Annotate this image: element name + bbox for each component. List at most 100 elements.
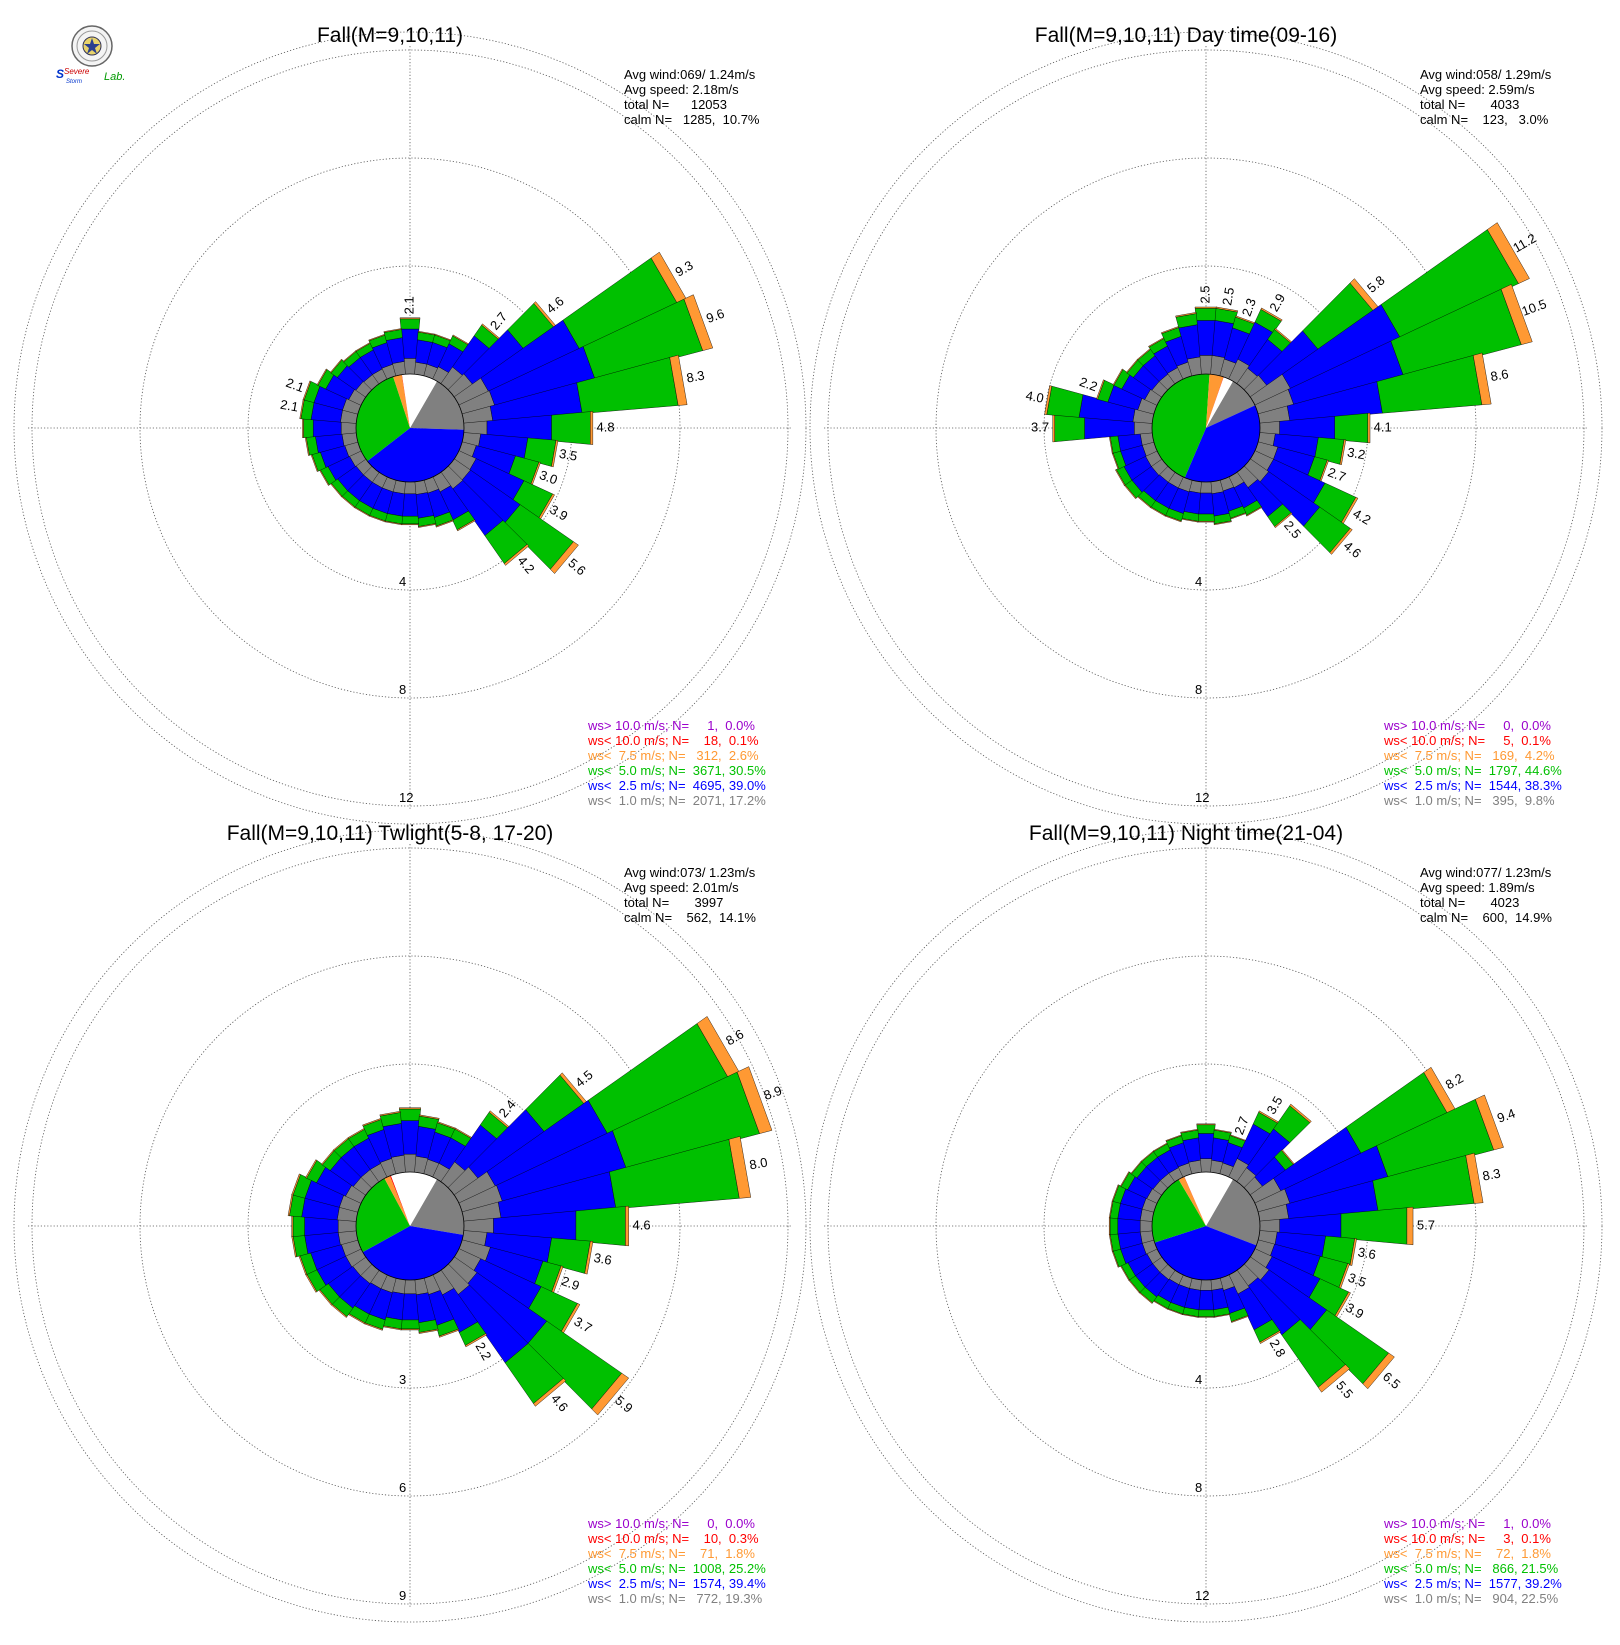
petal-segment [302, 417, 304, 439]
petal-segment [1194, 308, 1218, 321]
legend-entry: ws< 2.5 m/s; N= 1544, 38.3% [1383, 778, 1562, 793]
petal-segment [399, 1108, 421, 1121]
petal-segment [1052, 413, 1055, 443]
petal-value-label: 2.5 [1197, 285, 1212, 303]
pie-slice [1206, 1179, 1261, 1246]
logo-text-b: Storm [66, 79, 82, 85]
stats-line: total N= 4023 [1420, 895, 1519, 910]
petal-segment [551, 440, 559, 468]
petal-segment [1139, 1219, 1153, 1233]
petal-value-label: 3.5 [558, 446, 578, 464]
petal-segment [1197, 513, 1215, 522]
petal-segment [400, 523, 420, 525]
pie-slice [389, 1175, 410, 1226]
svg-text:S: S [56, 67, 64, 81]
pie-outline [355, 373, 465, 483]
petal-segment [435, 519, 454, 528]
petal-segment [503, 544, 530, 566]
petal-value-label: 6.5 [1380, 1369, 1403, 1392]
legend-entry: ws< 1.0 m/s; N= 904, 22.5% [1383, 1591, 1559, 1606]
petal-segment [403, 1279, 417, 1295]
panel-title: Fall(M=9,10,11) Night time(21-04) [1029, 822, 1343, 845]
legend-entry: ws< 7.5 m/s; N= 72, 1.8% [1383, 1546, 1551, 1561]
pie-slice [410, 1179, 464, 1235]
range-ring [827, 847, 1585, 1605]
legend-entry: ws< 10.0 m/s; N= 5, 0.1% [1383, 733, 1551, 748]
petal-segment [291, 1173, 301, 1196]
petal-value-label: 4.0 [1025, 388, 1045, 406]
petal-segment [1472, 352, 1492, 406]
petal-segment [591, 1372, 630, 1416]
petal-segment [1231, 1315, 1249, 1323]
petal-segment [1317, 1364, 1350, 1393]
petal-segment [1196, 1124, 1216, 1134]
logo-text-c: Lab. [104, 71, 125, 83]
petal-value-label: 3.7 [571, 1314, 594, 1336]
pie-outline [1151, 1171, 1261, 1281]
petal-segment [1339, 439, 1347, 466]
pie-slice [1206, 377, 1233, 428]
petal-segment [438, 1328, 460, 1338]
petal-segment [303, 418, 314, 438]
petal-segment [669, 354, 688, 406]
petal-segment [1289, 1103, 1312, 1123]
stats-line: Avg speed: 2.59m/s [1420, 82, 1535, 97]
pie-outline [1151, 373, 1261, 483]
wind-rose-panel-4: 48122.73.58.29.48.35.73.63.53.96.55.52.8… [809, 822, 1603, 1623]
pie-slice [362, 1226, 464, 1280]
petal-segment [316, 368, 328, 386]
petal-segment [329, 358, 343, 374]
petal-segment [1119, 1171, 1130, 1187]
ring-label: 8 [1195, 682, 1202, 697]
petal-segment [1334, 413, 1369, 443]
petal-segment [464, 1333, 488, 1348]
pie-slice [1178, 1176, 1206, 1226]
petal-value-label: 3.5 [1264, 1094, 1286, 1117]
petal-segment [1246, 506, 1263, 517]
stats-line: Avg wind:077/ 1.23m/s [1420, 865, 1552, 880]
range-ring [935, 955, 1477, 1497]
petal-segment [1329, 528, 1353, 555]
petal-segment [1197, 1309, 1215, 1317]
petal-segment [1115, 469, 1126, 486]
stats-line: Avg speed: 1.89m/s [1420, 880, 1535, 895]
petal-segment [551, 411, 591, 445]
petal-segment [1215, 306, 1239, 313]
petal-value-label: 4.1 [1374, 419, 1392, 434]
petal-value-label: 3.5 [1346, 1270, 1368, 1290]
stats-line: Avg speed: 2.18m/s [624, 82, 739, 97]
stats-line: calm N= 1285, 10.7% [624, 112, 760, 127]
petal-segment [1199, 1279, 1213, 1291]
petal-segment [1475, 1094, 1504, 1151]
petal-value-label: 2.1 [279, 397, 299, 415]
petal-value-label: 4.6 [1341, 538, 1364, 561]
petal-segment [400, 1319, 420, 1330]
legend-entry: ws< 7.5 m/s; N= 312, 2.6% [587, 748, 759, 763]
petal-value-label: 5.9 [612, 1393, 635, 1416]
pie-slice [1206, 381, 1256, 428]
legend-entry: ws< 2.5 m/s; N= 1574, 39.4% [587, 1576, 766, 1591]
petal-segment [1175, 312, 1197, 318]
petal-segment [1112, 368, 1124, 386]
petal-segment [683, 294, 714, 351]
ring-label: 12 [1195, 790, 1209, 805]
petal-segment [399, 1107, 421, 1110]
pie-slice [1206, 376, 1224, 428]
ring-label: 4 [1195, 1372, 1202, 1387]
petal-segment [1096, 379, 1105, 400]
pie-outline [355, 1171, 465, 1281]
petal-value-label: 2.9 [559, 1273, 581, 1293]
petal-segment [550, 541, 579, 574]
petal-segment [403, 358, 417, 375]
pie-slice [1154, 1226, 1257, 1281]
petal-segment [292, 1215, 305, 1237]
petal-segment [418, 523, 437, 528]
pie-slice [402, 374, 437, 428]
stats-line: Avg speed: 2.01m/s [624, 880, 739, 895]
legend-entry: ws< 5.0 m/s; N= 866, 21.5% [1383, 1561, 1559, 1576]
petal-segment [1197, 1316, 1215, 1318]
petal-segment [1197, 521, 1215, 523]
pie-slice [1184, 1176, 1206, 1226]
legend-entry: ws> 10.0 m/s; N= 1, 0.0% [1383, 1516, 1551, 1531]
